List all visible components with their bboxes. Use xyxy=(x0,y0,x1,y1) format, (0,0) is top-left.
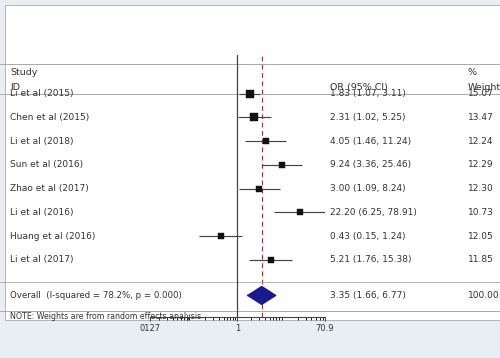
Text: OR (95% CI): OR (95% CI) xyxy=(330,83,388,92)
Text: 15.07: 15.07 xyxy=(468,89,493,98)
Text: NOTE: Weights are from random effects analysis: NOTE: Weights are from random effects an… xyxy=(10,312,201,321)
Text: Li et al (2018): Li et al (2018) xyxy=(10,136,74,145)
Text: Overall  (I-squared = 78.2%, p = 0.000): Overall (I-squared = 78.2%, p = 0.000) xyxy=(10,291,182,300)
Text: Li et al (2016): Li et al (2016) xyxy=(10,208,74,217)
Text: Li et al (2015): Li et al (2015) xyxy=(10,89,74,98)
Text: 4.05 (1.46, 11.24): 4.05 (1.46, 11.24) xyxy=(330,136,411,145)
Text: ID: ID xyxy=(10,83,20,92)
Text: 3.35 (1.66, 6.77): 3.35 (1.66, 6.77) xyxy=(330,291,406,300)
Text: Study: Study xyxy=(10,68,38,77)
Text: 0.43 (0.15, 1.24): 0.43 (0.15, 1.24) xyxy=(330,232,406,241)
Text: 12.30: 12.30 xyxy=(468,184,493,193)
Text: 10.73: 10.73 xyxy=(468,208,493,217)
Text: Chen et al (2015): Chen et al (2015) xyxy=(10,113,89,122)
Text: 12.24: 12.24 xyxy=(468,136,493,145)
Polygon shape xyxy=(248,286,276,304)
Text: 11.85: 11.85 xyxy=(468,255,493,264)
Text: Weight: Weight xyxy=(468,83,500,92)
Text: 13.47: 13.47 xyxy=(468,113,493,122)
Text: 9.24 (3.36, 25.46): 9.24 (3.36, 25.46) xyxy=(330,160,411,169)
Text: 2.31 (1.02, 5.25): 2.31 (1.02, 5.25) xyxy=(330,113,406,122)
Text: 12.05: 12.05 xyxy=(468,232,493,241)
Text: 100.00: 100.00 xyxy=(468,291,499,300)
Text: Sun et al (2016): Sun et al (2016) xyxy=(10,160,83,169)
Text: 3.00 (1.09, 8.24): 3.00 (1.09, 8.24) xyxy=(330,184,406,193)
Text: Huang et al (2016): Huang et al (2016) xyxy=(10,232,96,241)
Text: Li et al (2017): Li et al (2017) xyxy=(10,255,74,264)
Text: 12.29: 12.29 xyxy=(468,160,493,169)
Text: 1.83 (1.07, 3.11): 1.83 (1.07, 3.11) xyxy=(330,89,406,98)
Text: 5.21 (1.76, 15.38): 5.21 (1.76, 15.38) xyxy=(330,255,411,264)
Text: %: % xyxy=(468,68,476,77)
Text: Zhao et al (2017): Zhao et al (2017) xyxy=(10,184,89,193)
Text: 22.20 (6.25, 78.91): 22.20 (6.25, 78.91) xyxy=(330,208,417,217)
